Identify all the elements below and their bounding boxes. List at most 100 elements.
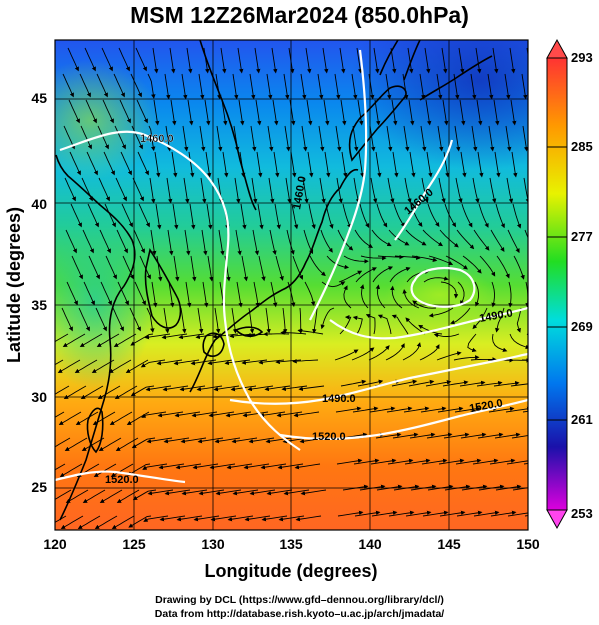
wind-streamline <box>370 458 397 465</box>
wind-streamline <box>215 489 242 496</box>
wind-streamline <box>98 177 110 202</box>
wind-streamline <box>171 151 178 178</box>
wind-streamline <box>180 307 187 334</box>
colorbar: 293 285 277 269 261 253 <box>546 38 593 530</box>
wind-streamline <box>175 463 202 470</box>
wind-streamline <box>132 489 157 501</box>
wind-streamline <box>302 177 309 204</box>
wind-streamline <box>69 151 81 176</box>
wind-streamline <box>232 489 259 496</box>
wind-streamline <box>102 99 114 124</box>
wind-streamline <box>99 489 123 504</box>
wind-streamline <box>111 515 135 530</box>
wind-streamline <box>479 255 496 277</box>
wind-streamline <box>445 255 468 270</box>
wind-streamline <box>167 229 174 256</box>
wind-streamline <box>487 73 494 100</box>
contour-1460-low <box>410 266 476 308</box>
wind-streamline <box>128 515 152 528</box>
wind-streamline <box>213 385 240 392</box>
x-axis-title: Longitude (degrees) <box>204 561 377 581</box>
wind-streamline <box>359 203 370 229</box>
wind-streamline <box>109 411 133 426</box>
wind-streamline <box>152 47 159 74</box>
colorbar-bottom-arrow <box>546 509 568 530</box>
wind-streamline <box>199 125 206 152</box>
wind-streamline <box>392 432 419 439</box>
wind-streamline <box>338 270 363 283</box>
wind-streamline <box>320 229 333 253</box>
wind-streamline <box>404 458 431 465</box>
wind-streamline <box>337 510 364 517</box>
wind-streamline <box>220 47 227 74</box>
wind-streamline <box>355 267 377 283</box>
wind-streamline <box>457 281 465 306</box>
wind-streamline <box>172 203 179 230</box>
wind-streamline <box>84 47 96 72</box>
wind-streamline <box>301 125 308 152</box>
wind-streamline <box>136 99 148 124</box>
wind-streamline <box>403 125 410 152</box>
wind-streamline <box>298 307 303 334</box>
contour-1520-west <box>55 470 186 484</box>
wind-streamline <box>265 437 292 444</box>
wind-streamline <box>339 47 346 74</box>
wind-streamline <box>478 203 489 228</box>
wind-streamline <box>439 229 459 248</box>
wind-streamline <box>65 229 77 254</box>
wind-streamline <box>78 307 90 332</box>
wind-streamline <box>419 73 426 100</box>
wind-streamline <box>308 203 316 230</box>
colorbar-tick-label: 277 <box>571 229 593 244</box>
contour-1490-north <box>394 139 454 241</box>
wind-streamline <box>210 515 237 522</box>
wind-streamline <box>321 281 346 288</box>
wind-streamline <box>121 203 133 228</box>
wind-streamline <box>140 359 166 368</box>
wind-streamline <box>337 229 354 251</box>
wind-streamline <box>255 99 262 126</box>
wind-streamline <box>174 411 201 418</box>
wind-streamline <box>342 203 352 229</box>
wind-streamline <box>298 385 325 391</box>
wind-streamline <box>135 47 147 72</box>
wind-streamline <box>270 281 278 308</box>
wind-streamline <box>64 437 88 452</box>
wind-streamline <box>115 177 127 202</box>
wind-streamline <box>232 73 239 100</box>
wind-streamline <box>455 177 463 204</box>
wind-streamline <box>454 406 481 413</box>
wind-streamline <box>459 380 486 387</box>
wind-streamline <box>460 151 467 178</box>
contour-1460 <box>59 130 301 451</box>
wind-streamline <box>409 151 416 178</box>
wind-streamline <box>426 151 433 178</box>
contour-labels: 1460.0 1460.0 1460.0 1490.0 1490.0 1520.… <box>105 133 514 486</box>
wind-streamline <box>356 47 363 74</box>
wind-streamline <box>365 314 376 335</box>
wind-streamline <box>168 281 175 308</box>
wind-streamline <box>100 281 112 306</box>
wind-streamline <box>67 47 79 72</box>
wind-streamline <box>470 357 497 362</box>
x-tick-label: 125 <box>122 536 146 552</box>
wind-streamline <box>474 281 480 307</box>
wind-streamline <box>125 359 149 374</box>
wind-streamline <box>334 349 359 361</box>
wind-streamline <box>181 73 188 100</box>
wind-streamline <box>420 125 427 152</box>
x-tick-label: 130 <box>201 536 225 552</box>
wind-streamline <box>96 73 108 98</box>
wind-streamline <box>236 281 243 308</box>
wind-streamline <box>335 125 342 152</box>
wind-streamline <box>260 463 287 470</box>
wind-streamline <box>304 281 316 307</box>
wind-streamline <box>141 411 167 418</box>
wind-streamline <box>216 125 223 152</box>
wind-streamline <box>391 379 418 387</box>
wind-streamline <box>156 255 163 282</box>
wind-streamline <box>240 203 247 230</box>
x-tick-label: 145 <box>437 536 461 552</box>
wind-streamline <box>402 342 422 361</box>
wind-streamline <box>521 73 528 100</box>
